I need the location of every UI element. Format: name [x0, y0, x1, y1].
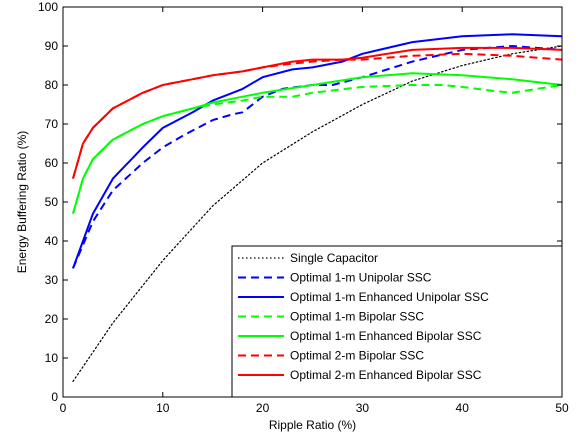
- y-tick-label: 40: [45, 234, 59, 248]
- x-tick-label: 0: [60, 401, 67, 415]
- legend: Single Capacitor Optimal 1-m Unipolar SSC…: [231, 245, 563, 398]
- legend-label-1: Single Capacitor: [290, 251, 378, 265]
- series-line-5: [72, 72, 563, 214]
- y-tick-label: 70: [45, 117, 59, 131]
- y-tick-label: 30: [45, 273, 59, 287]
- x-tick-label: 10: [156, 401, 170, 415]
- legend-label-3: Optimal 1-m Enhanced Unipolar SSC: [290, 290, 489, 304]
- series-line-4: [72, 84, 563, 214]
- y-tick-label: 80: [45, 78, 59, 92]
- x-axis-label: Ripple Ratio (%): [269, 418, 356, 432]
- y-tick-label: 20: [45, 312, 59, 326]
- y-tick-label: 0: [51, 390, 58, 404]
- legend-entries: Single Capacitor Optimal 1-m Unipolar SSC…: [238, 251, 489, 382]
- x-tick-label: 40: [456, 401, 470, 415]
- x-tick-label: 20: [256, 401, 270, 415]
- y-tick-label: 90: [45, 39, 59, 53]
- x-tick-label: 50: [555, 401, 569, 415]
- series-line-3: [72, 33, 563, 269]
- series-line-2: [72, 45, 563, 269]
- series-line-1: [72, 45, 563, 382]
- series-layer: [72, 33, 563, 382]
- series-line-7: [72, 46, 563, 179]
- legend-label-2: Optimal 1-m Unipolar SSC: [290, 271, 432, 285]
- y-axis-label: Energy Buffering Ratio (%): [15, 131, 29, 274]
- x-tick-label: 30: [356, 401, 370, 415]
- y-tick-label: 10: [45, 351, 59, 365]
- legend-label-4: Optimal 1-m Bipolar SSC: [290, 310, 424, 324]
- legend-label-7: Optimal 2-m Enhanced Bipolar SSC: [290, 368, 482, 382]
- legend-label-5: Optimal 1-m Enhanced Bipolar SSC: [290, 329, 482, 343]
- y-tick-label: 60: [45, 156, 59, 170]
- y-tick-label: 100: [38, 0, 58, 14]
- legend-box: [231, 245, 563, 398]
- legend-label-6: Optimal 2-m Bipolar SSC: [290, 349, 424, 363]
- y-tick-label: 50: [45, 195, 59, 209]
